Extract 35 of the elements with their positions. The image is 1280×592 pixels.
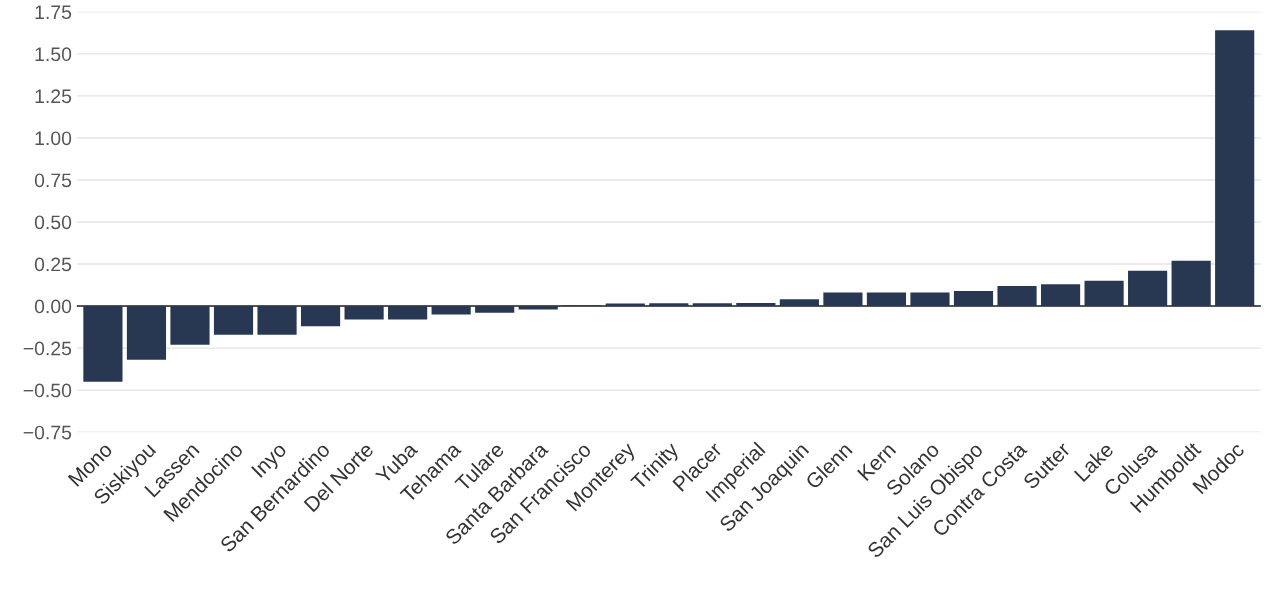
bar [475,306,515,313]
bar [1040,284,1081,307]
bar [257,306,297,335]
bar [1215,30,1255,307]
bar [170,306,210,345]
bar [1171,260,1211,307]
y-tick-label: 1.00 [35,131,72,146]
y-tick-label: 0.25 [34,257,72,272]
y-tick-label: 0.75 [34,173,72,188]
bar [866,292,907,307]
y-tick-label: 1.25 [35,89,72,104]
bar [388,306,428,320]
bar [910,292,950,307]
bar [300,306,341,327]
bar [83,306,123,382]
y-tick-label: 1.75 [35,5,72,20]
y-tick-label: 0.50 [34,215,72,230]
bar [953,290,994,307]
bar [649,303,689,307]
bar [823,292,863,307]
y-tick-label: −0.75 [23,425,72,440]
bar [1128,270,1168,307]
y-tick-label: 0.00 [34,299,72,314]
y-tick-label: 1.50 [35,47,72,62]
bar [736,303,776,307]
bar [213,306,254,335]
bar [692,303,732,307]
bar [344,306,384,320]
y-tick-label: −0.25 [23,341,72,356]
bar [1084,280,1124,307]
bar [126,306,167,360]
bar [997,285,1037,307]
y-tick-label: −0.50 [23,383,72,398]
bar [779,299,819,307]
bar [431,306,471,315]
